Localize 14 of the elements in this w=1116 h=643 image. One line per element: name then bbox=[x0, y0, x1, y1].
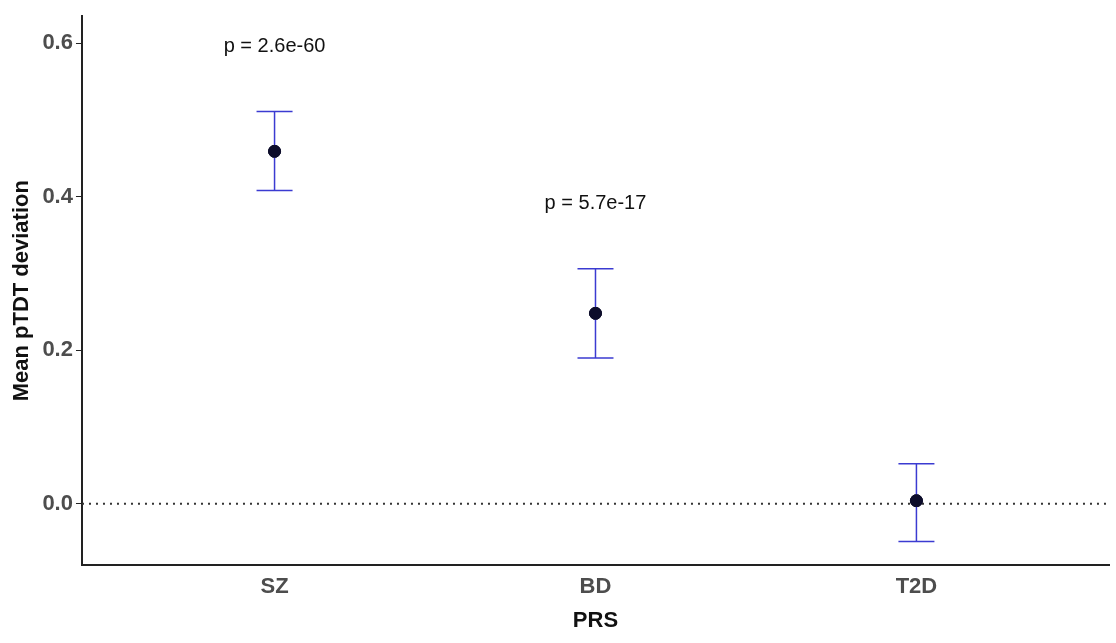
y-tick-label: 0.4 bbox=[42, 182, 74, 208]
y-tick-label: 0.0 bbox=[42, 489, 73, 515]
point bbox=[909, 494, 923, 508]
x-tick-label: SZ bbox=[260, 573, 289, 599]
point bbox=[268, 144, 282, 158]
y-tick-label: 0.2 bbox=[42, 336, 73, 362]
x-axis-title: PRS bbox=[572, 606, 619, 632]
annotation: p = 5.7e-17 bbox=[544, 191, 647, 214]
y-axis-title: Mean pTDT deviation bbox=[8, 180, 34, 402]
point bbox=[588, 306, 602, 320]
y-tick-label: 0.6 bbox=[42, 29, 73, 55]
x-tick-label: BD bbox=[579, 573, 612, 599]
annotation: p = 2.6e-60 bbox=[223, 33, 326, 56]
x-tick-label: T2D bbox=[895, 573, 938, 599]
